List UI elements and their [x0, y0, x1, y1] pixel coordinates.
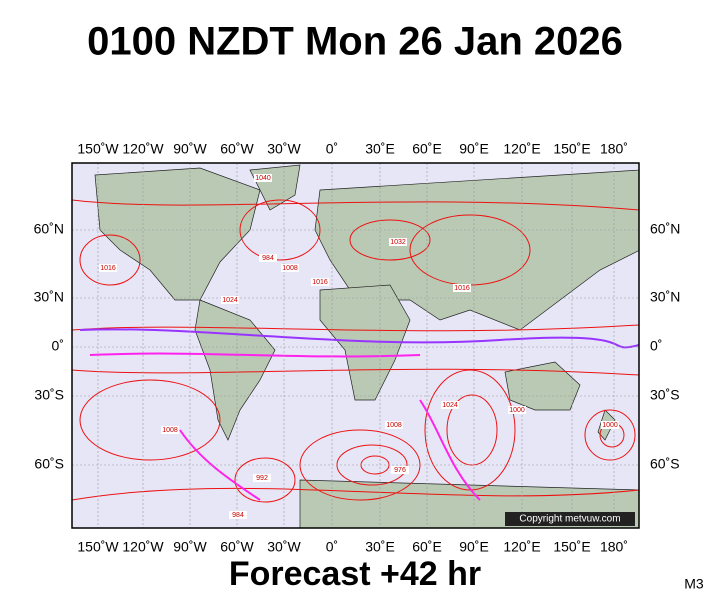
isobar-label-box [311, 278, 329, 286]
isobar-label-box [259, 254, 277, 262]
isobar-label-box [253, 474, 271, 482]
isobar-label: 1016 [100, 265, 116, 272]
isobar-label: 1032 [390, 239, 406, 246]
isobar-label-box [254, 174, 272, 182]
lon-label-bottom: 60˚E [412, 539, 442, 555]
isobar-label-box [99, 264, 117, 272]
isobar-label: 1024 [222, 297, 238, 304]
lat-label-left: 30˚S [34, 387, 64, 403]
lon-label-top: 150˚W [77, 141, 119, 157]
isobar-label: 992 [256, 475, 268, 482]
isobar-label: 1008 [282, 265, 298, 272]
isobar-label-box [601, 421, 619, 429]
copyright: Copyright metvuw.com [519, 514, 620, 525]
lon-label-top: 60˚E [412, 141, 442, 157]
lon-label-bottom: 150˚E [553, 539, 590, 555]
isobar-label-box [161, 426, 179, 434]
lon-label-top: 90˚W [173, 141, 207, 157]
lon-label-bottom: 150˚W [77, 539, 119, 555]
isobar-label: 984 [262, 255, 274, 262]
lon-label-top: 90˚E [459, 141, 489, 157]
lon-label-bottom: 90˚E [459, 539, 489, 555]
lon-label-bottom: 30˚E [365, 539, 395, 555]
map-frame [71, 162, 640, 529]
forecast-label: Forecast +42 hr [229, 555, 481, 593]
lon-label-bottom: 0˚ [326, 539, 338, 555]
model-code: M3 [684, 576, 704, 592]
lat-label-left: 60˚N [34, 221, 64, 237]
isobar-label: 1024 [442, 402, 458, 409]
isobar-label: 1000 [509, 407, 525, 414]
lon-label-top: 180˚ [600, 141, 628, 157]
lat-label-left: 30˚N [34, 289, 64, 305]
lon-label-top: 30˚E [365, 141, 395, 157]
isobar-label: 976 [394, 467, 406, 474]
graticule [72, 163, 639, 528]
lat-label-right: 60˚S [650, 456, 680, 472]
isobar-label: 1000 [602, 422, 618, 429]
isobar-label: 1008 [162, 427, 178, 434]
isobar-label: 1008 [386, 422, 402, 429]
lat-label-left: 0˚ [52, 338, 64, 354]
lon-label-bottom: 180˚ [600, 539, 628, 555]
land [94, 164, 639, 528]
title: 0100 NZDT Mon 26 Jan 2026 [87, 20, 623, 64]
isobar-label-box [508, 406, 526, 414]
lon-label-top: 30˚W [267, 141, 301, 157]
isobar-label-box [441, 401, 459, 409]
lon-label-top: 0˚ [326, 141, 338, 157]
isobar-label-box [281, 264, 299, 272]
precipitation [79, 328, 639, 501]
lon-label-bottom: 120˚W [122, 539, 164, 555]
lat-label-right: 60˚N [650, 221, 680, 237]
isobar-label-box [453, 284, 471, 292]
lon-label-bottom: 60˚W [220, 539, 254, 555]
lat-label-left: 60˚S [34, 456, 64, 472]
isobar-label-box [229, 511, 247, 519]
lat-label-right: 0˚ [650, 338, 662, 354]
lon-label-top: 120˚W [122, 141, 164, 157]
map-body: 1016 1024 1008 1032 1016 1008 1000 984 1008 976 10… [72, 163, 639, 528]
copyright-box [505, 512, 635, 526]
lon-label-top: 150˚E [553, 141, 590, 157]
isobar-label-box [221, 296, 239, 304]
lon-label-bottom: 30˚W [267, 539, 301, 555]
lat-label-right: 30˚N [650, 289, 680, 305]
lat-label-right: 30˚S [650, 387, 680, 403]
isobar-label-box [385, 421, 403, 429]
isobar-label: 1016 [454, 285, 470, 292]
lon-label-bottom: 120˚E [503, 539, 540, 555]
isobar-label: 1016 [312, 279, 328, 286]
lon-label-top: 120˚E [503, 141, 540, 157]
lon-label-bottom: 90˚W [173, 539, 207, 555]
isobar-label: 1040 [255, 175, 271, 182]
lon-label-top: 60˚W [220, 141, 254, 157]
isobar-label-box [389, 238, 407, 246]
isobar-label: 984 [232, 512, 244, 519]
isobar-label-box [391, 466, 409, 474]
